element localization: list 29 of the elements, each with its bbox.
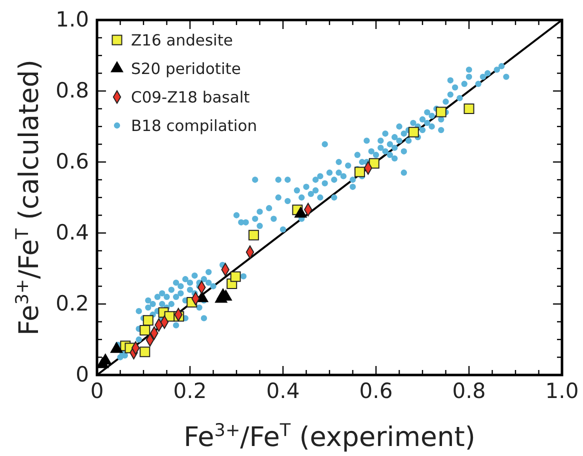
legend-label: B18 compilation bbox=[131, 116, 258, 135]
point bbox=[140, 346, 150, 358]
point bbox=[140, 325, 150, 336]
y-tick-label: 1.0 bbox=[56, 8, 89, 32]
point bbox=[408, 126, 419, 138]
x-tick-label: 0.4 bbox=[266, 378, 300, 403]
x-tick-label: 0.6 bbox=[359, 378, 393, 403]
legend-label: C09-Z18 basalt bbox=[131, 88, 250, 106]
y-tick-label: 0.2 bbox=[56, 292, 89, 316]
point bbox=[248, 230, 259, 240]
point bbox=[294, 206, 307, 218]
x-tick-label: 0.2 bbox=[173, 378, 207, 403]
point bbox=[142, 315, 154, 326]
y-tick-label: 0.6 bbox=[56, 150, 89, 174]
y-tick-label: 0 bbox=[76, 362, 89, 387]
legend-label: S20 peridotite bbox=[131, 60, 241, 78]
point bbox=[110, 342, 123, 353]
point bbox=[436, 106, 446, 118]
point bbox=[230, 271, 241, 282]
point bbox=[354, 166, 365, 178]
y-tick-label: 0.8 bbox=[56, 78, 89, 103]
legend-label: Z16 andesite bbox=[131, 31, 233, 50]
y-tick-label: 0.4 bbox=[56, 220, 89, 245]
point bbox=[368, 158, 380, 169]
x-tick-label: 1.0 bbox=[545, 378, 579, 403]
x-tick-label: 0.8 bbox=[452, 378, 486, 403]
x-axis-title: Fe$^{3+}$/Fe$^{T}$ (experiment) bbox=[184, 421, 476, 453]
x-tick-label: 0 bbox=[90, 378, 104, 403]
point bbox=[464, 104, 474, 114]
